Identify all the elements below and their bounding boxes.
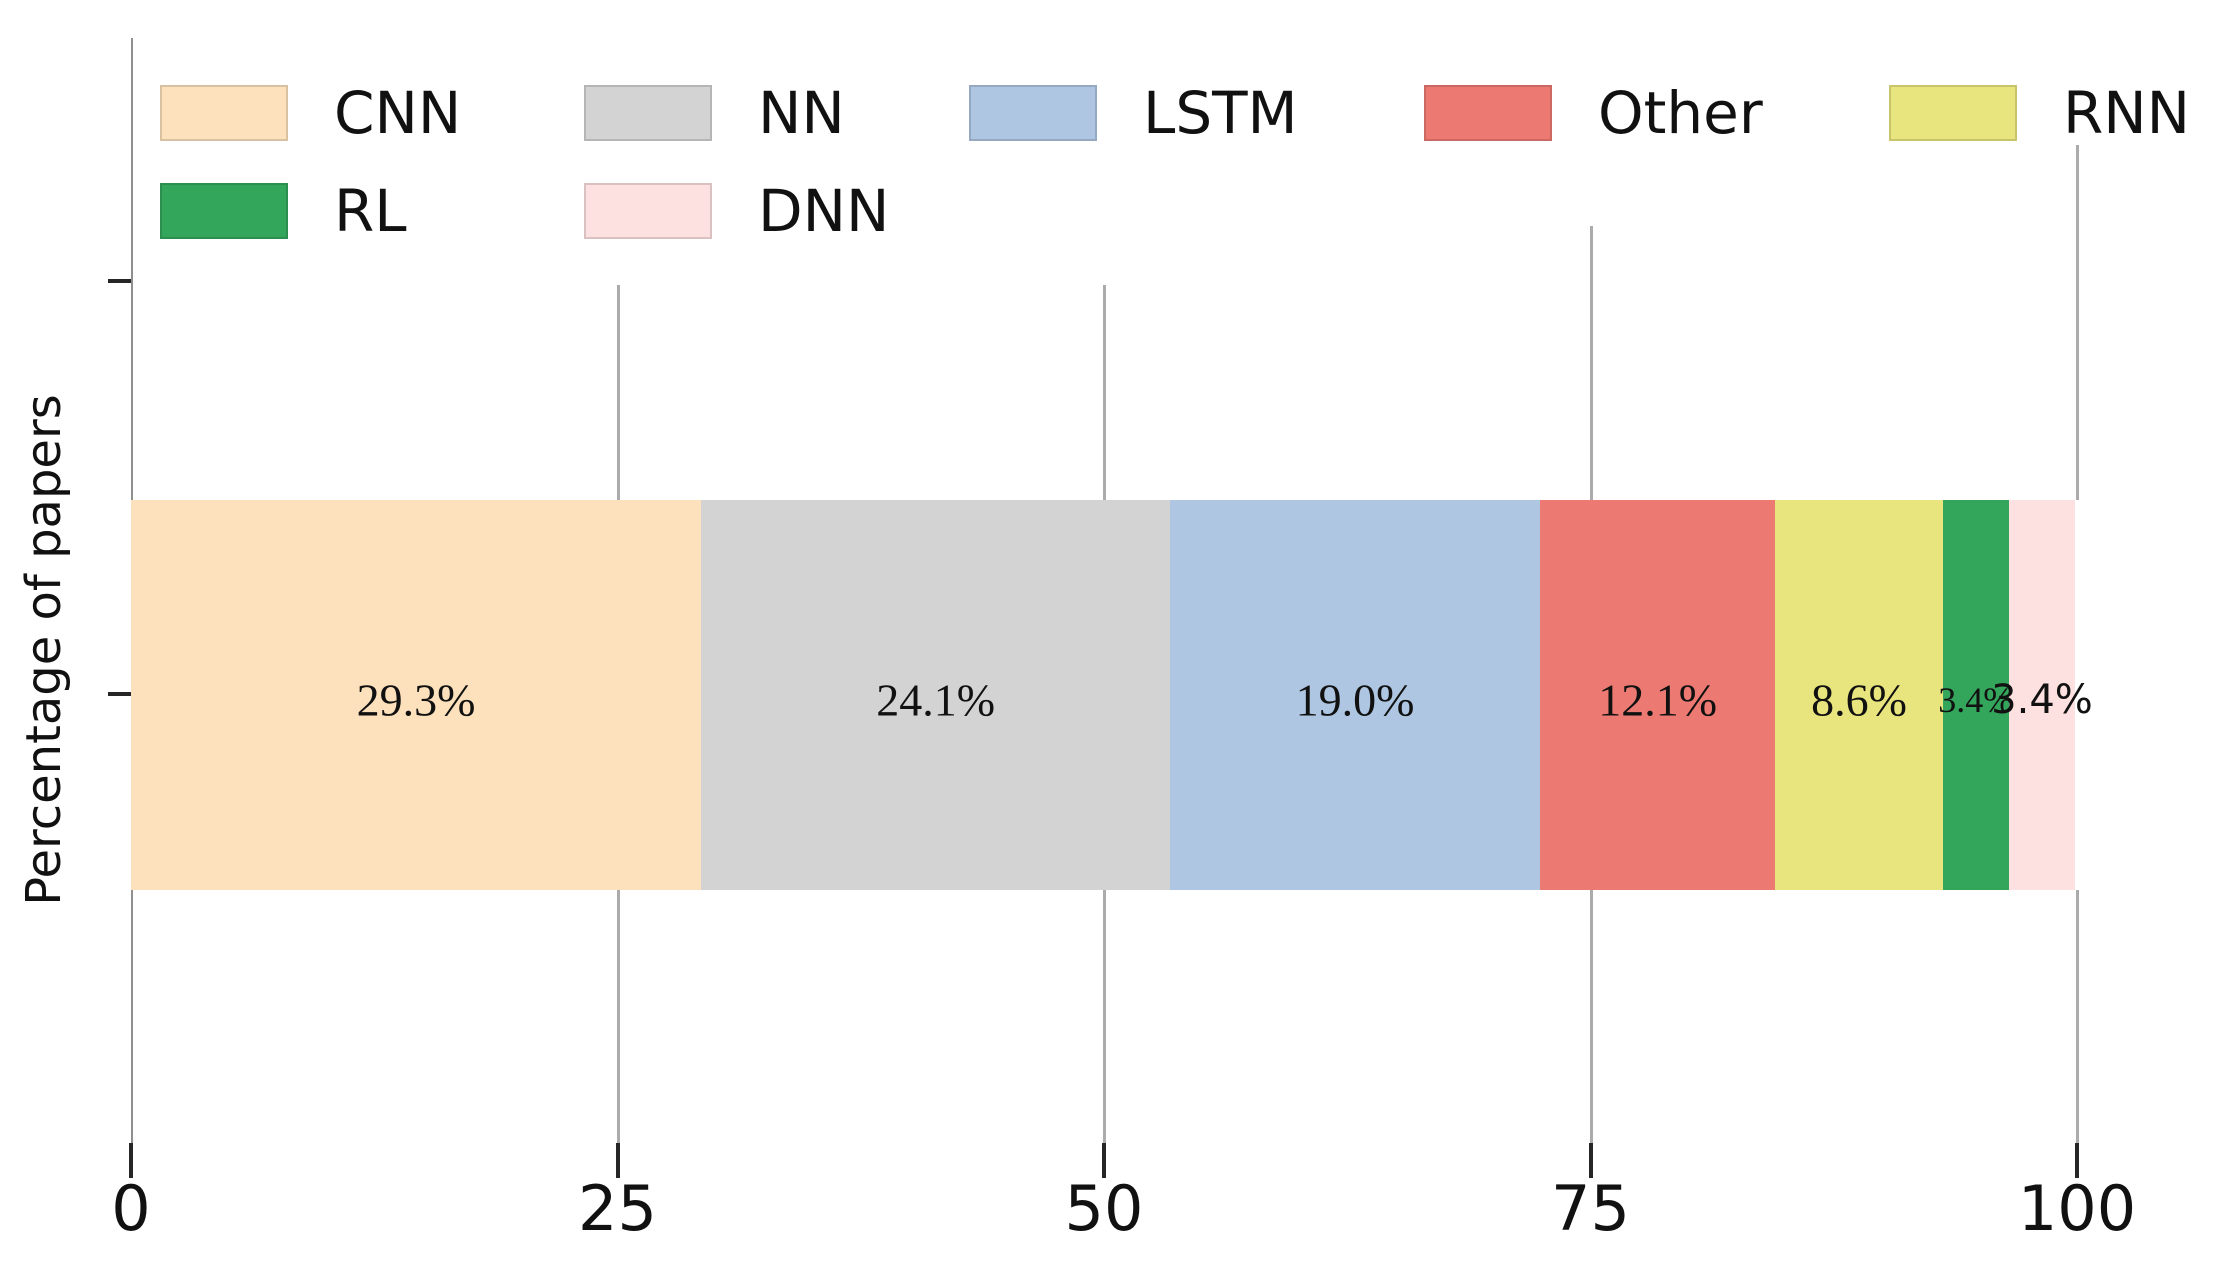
legend-item-lstm: LSTM bbox=[969, 79, 1298, 147]
legend-item-rnn: RNN bbox=[1889, 79, 2190, 147]
gridline bbox=[1589, 226, 1593, 500]
x-tick bbox=[129, 1143, 133, 1178]
bar-segment-other bbox=[1539, 500, 1776, 890]
legend-swatch-nn bbox=[584, 85, 712, 141]
legend-swatch-rnn bbox=[1889, 85, 2017, 141]
bar-segment-nn bbox=[701, 500, 1171, 890]
legend-item-cnn: CNN bbox=[160, 79, 461, 147]
x-tick-label: 100 bbox=[2017, 1172, 2137, 1245]
legend-swatch-dnn bbox=[584, 183, 712, 239]
gridline bbox=[1589, 890, 1593, 1143]
legend-label: Other bbox=[1598, 79, 1763, 147]
legend-label: RL bbox=[334, 177, 407, 245]
legend-item-nn: NN bbox=[584, 79, 845, 147]
segment-value-label: 8.6% bbox=[1811, 674, 1907, 726]
x-tick-label: 50 bbox=[1064, 1172, 1144, 1245]
segment-value-label: 12.1% bbox=[1598, 674, 1718, 726]
segment-value-label: 24.1% bbox=[876, 674, 996, 726]
legend-label: CNN bbox=[334, 79, 462, 147]
segment-value-label: 3.4% bbox=[1938, 680, 2014, 720]
gridline bbox=[616, 890, 620, 1143]
legend-item-rl: RL bbox=[160, 177, 407, 245]
y-axis-label: Percentage of papers bbox=[16, 394, 72, 906]
bar-segment-dnn bbox=[2008, 500, 2076, 890]
bar-segment-rl bbox=[1942, 500, 2009, 890]
legend-label: NN bbox=[758, 79, 845, 147]
y-tick bbox=[108, 692, 131, 696]
x-tick-label: 75 bbox=[1551, 1172, 1630, 1245]
x-tick-label: 0 bbox=[111, 1172, 151, 1245]
gridline bbox=[2076, 890, 2079, 1143]
x-tick bbox=[1102, 1143, 1106, 1178]
gridline bbox=[1103, 285, 1106, 500]
bar-segment-lstm bbox=[1170, 500, 1540, 890]
legend-label: RNN bbox=[2063, 79, 2191, 147]
gridline bbox=[616, 285, 620, 500]
gridline bbox=[1103, 890, 1106, 1143]
segment-value-label: 19.0% bbox=[1295, 674, 1415, 726]
x-tick bbox=[1588, 1143, 1593, 1178]
bar-segment-cnn bbox=[131, 500, 702, 890]
segment-value-label: 29.3% bbox=[356, 674, 476, 726]
y-tick bbox=[108, 279, 131, 283]
legend-label: DNN bbox=[758, 177, 890, 245]
bar-segment-rnn bbox=[1775, 500, 1943, 890]
legend-swatch-rl bbox=[160, 183, 288, 239]
legend-swatch-cnn bbox=[160, 85, 288, 141]
legend-swatch-other bbox=[1424, 85, 1552, 141]
legend-label: LSTM bbox=[1143, 79, 1298, 147]
x-tick bbox=[615, 1143, 620, 1178]
x-tick-label: 25 bbox=[578, 1172, 657, 1245]
legend-item-dnn: DNN bbox=[584, 177, 889, 245]
gridline bbox=[2076, 145, 2079, 500]
segment-value-label: 3.4% bbox=[1991, 677, 2093, 723]
legend-swatch-lstm bbox=[969, 85, 1097, 141]
legend-item-other: Other bbox=[1424, 79, 1763, 147]
x-tick bbox=[2075, 1143, 2079, 1178]
